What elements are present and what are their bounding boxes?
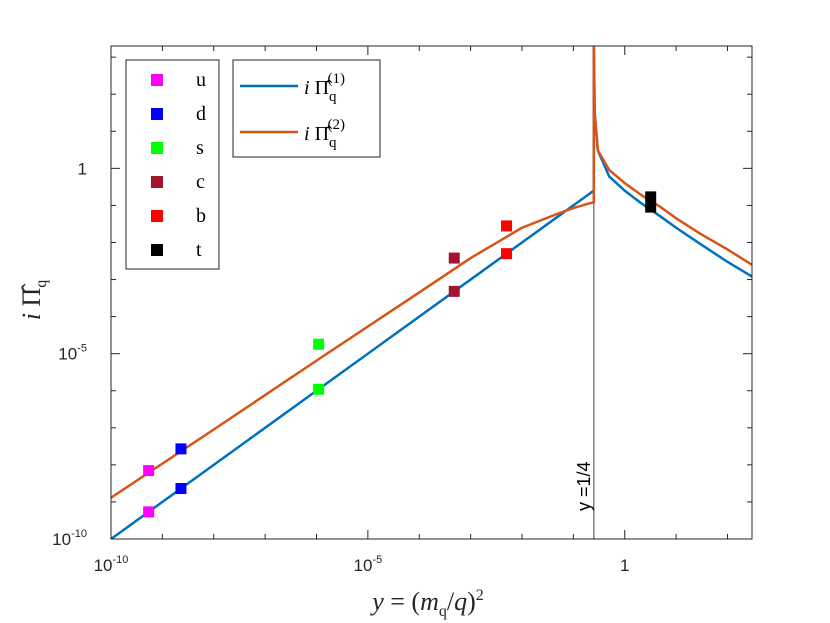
legend-marker-u [151, 74, 163, 86]
x-tick-label: 10-5 [354, 554, 383, 575]
y-tick-label: 10-10 [52, 528, 87, 549]
marker-d-2 [175, 443, 187, 455]
marker-u-2 [143, 465, 155, 477]
marker-b-2 [501, 220, 513, 232]
plot-frame [110, 45, 753, 540]
legend-label-t: t [196, 239, 202, 261]
legend-marker-d [151, 108, 163, 120]
x-tick-label: 1 [620, 556, 629, 575]
marker-t-2 [645, 191, 657, 203]
legend-marker-c [151, 176, 163, 188]
marker-s-1 [313, 383, 325, 395]
legend-label-series-2: i Π̂q(2) [304, 117, 345, 151]
threshold-label: y =1/4 [574, 461, 594, 511]
marker-s-2 [313, 338, 325, 350]
y-tick-label: 10-5 [58, 343, 87, 364]
legend-label-c: c [196, 171, 205, 193]
legend-marker-b [151, 210, 163, 222]
legend-label-d: d [196, 103, 206, 125]
legend-label-s: s [196, 137, 204, 159]
legend-label-u: u [196, 69, 206, 91]
x-axis-label: y = (mq/q)2 [369, 587, 484, 620]
marker-d-1 [175, 483, 187, 495]
tick-labels: 10-10 10-5 1 10-10 10-5 1 [52, 159, 629, 575]
marker-u-1 [143, 506, 155, 518]
quark-markers [143, 191, 657, 518]
legend-label-series-1: i Π̂q(1) [304, 71, 345, 105]
x-tick-label: 10-10 [94, 554, 129, 575]
legend-label-b: b [196, 205, 206, 227]
legend-marker-t [151, 244, 163, 256]
marker-c-1 [448, 285, 460, 297]
series-line-2 [111, 46, 752, 499]
marker-c-2 [448, 252, 460, 264]
y-axis-label: i Π̂q [17, 280, 50, 321]
marker-b-1 [501, 248, 513, 260]
ticks [110, 46, 752, 540]
y-tick-label: 1 [78, 159, 87, 178]
legend-marker-s [151, 142, 163, 154]
series-legend: i Π̂q(1) i Π̂q(2) [232, 59, 381, 158]
marker-t-1 [645, 201, 657, 213]
